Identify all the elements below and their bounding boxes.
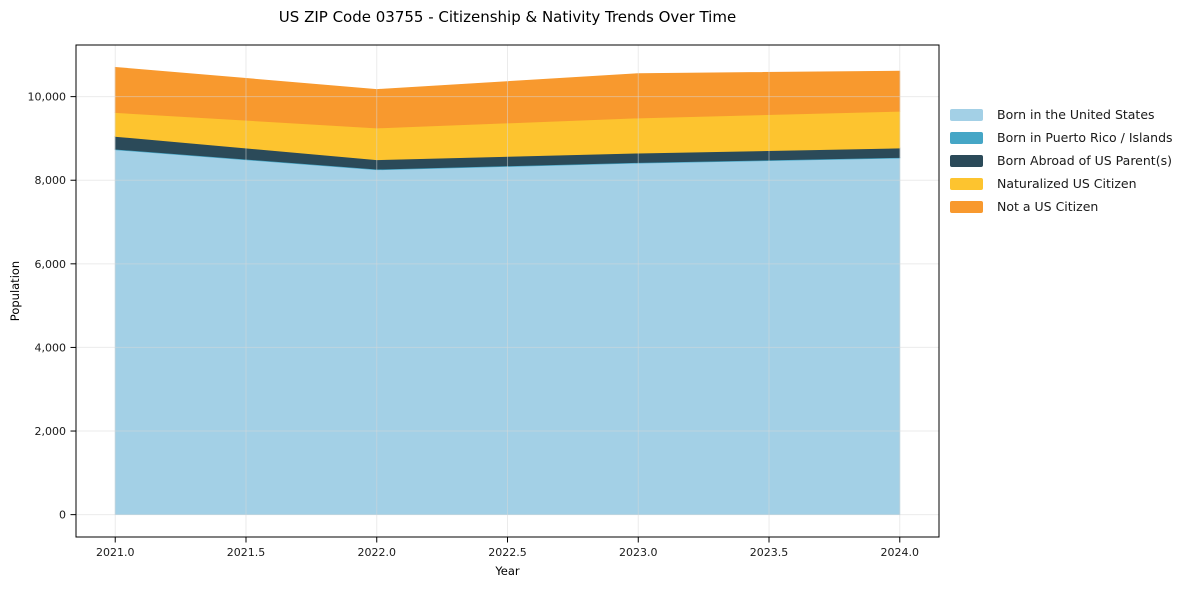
x-tick-label: 2024.0 <box>881 546 920 559</box>
y-axis-label: Population <box>8 260 22 322</box>
legend: Born in the United States Born in Puerto … <box>950 103 1173 218</box>
legend-label: Not a US Citizen <box>997 199 1099 214</box>
y-tick-label: 2,000 <box>35 425 67 438</box>
y-tick-label: 8,000 <box>35 174 67 187</box>
legend-label: Born in Puerto Rico / Islands <box>997 130 1173 145</box>
x-tick-label: 2021.5 <box>227 546 266 559</box>
legend-item: Born Abroad of US Parent(s) <box>950 149 1173 172</box>
legend-item: Naturalized US Citizen <box>950 172 1173 195</box>
legend-label: Born Abroad of US Parent(s) <box>997 153 1172 168</box>
legend-item: Not a US Citizen <box>950 195 1173 218</box>
x-tick-label: 2023.5 <box>750 546 789 559</box>
y-tick-label: 10,000 <box>28 91 67 104</box>
x-axis-label: Year <box>495 564 520 578</box>
y-tick-label: 6,000 <box>35 258 67 271</box>
legend-swatch <box>950 108 983 121</box>
legend-item: Born in Puerto Rico / Islands <box>950 126 1173 149</box>
legend-label: Born in the United States <box>997 107 1155 122</box>
legend-swatch <box>950 131 983 144</box>
legend-label: Naturalized US Citizen <box>997 176 1137 191</box>
x-tick-label: 2022.0 <box>357 546 396 559</box>
legend-item: Born in the United States <box>950 103 1173 126</box>
x-tick-label: 2022.5 <box>488 546 527 559</box>
y-tick-label: 0 <box>59 509 66 522</box>
x-tick-label: 2021.0 <box>96 546 135 559</box>
x-tick-label: 2023.0 <box>619 546 658 559</box>
chart-title: US ZIP Code 03755 - Citizenship & Nativi… <box>278 8 737 26</box>
y-tick-label: 4,000 <box>35 341 67 354</box>
legend-swatch <box>950 154 983 167</box>
legend-swatch <box>950 200 983 213</box>
legend-swatch <box>950 177 983 190</box>
